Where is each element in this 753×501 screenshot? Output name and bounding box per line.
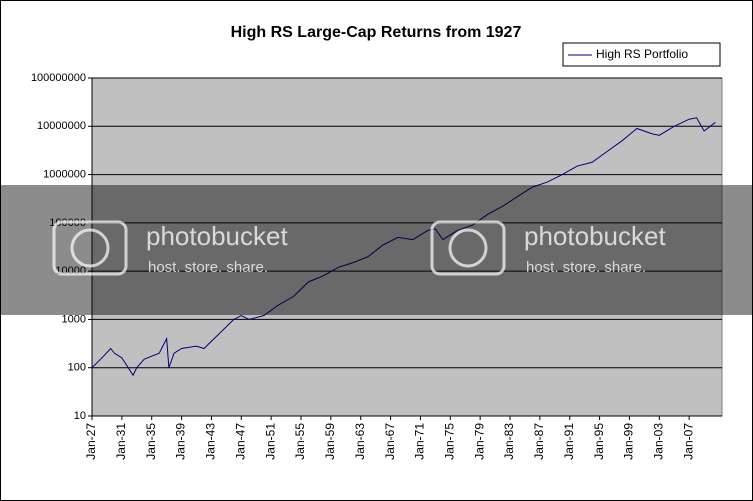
y-tick-label: 100000000 [31,72,86,84]
watermark-brand: photobucket [146,221,288,251]
series-line [91,117,716,377]
x-tick-label: Jan-95 [592,423,606,460]
x-tick-label: Jan-55 [293,423,307,460]
watermark-brand: photobucket [524,221,666,251]
legend-box [562,42,721,67]
x-tick-label: Jan-87 [532,423,546,460]
y-tick-label: 10000000 [37,120,86,132]
watermark-tagline: host. store. share. [148,259,268,276]
watermark-icon [448,228,488,268]
watermark: photobucket host. store. share. photobuc… [0,185,753,315]
x-tick-label: Jan-63 [353,423,367,460]
x-tick-label: Jan-27 [84,423,98,460]
y-tick-label: 1000000 [43,168,86,180]
x-tick-label: Jan-91 [562,423,576,460]
legend: High RS Portfolio [562,42,721,67]
legend-label: High RS Portfolio [596,47,688,61]
x-tick-label: Jan-83 [502,423,516,460]
watermark-icon [70,228,110,268]
x-tick-label: Jan-59 [323,423,337,460]
y-tick-label: 1000 [62,313,86,325]
x-tick-label: Jan-07 [681,423,695,460]
marks [91,117,716,377]
watermark-icon [430,220,506,276]
x-tick-label: Jan-35 [144,423,158,460]
watermark-tagline: host. store. share. [526,259,646,276]
x-tick-label: Jan-03 [651,423,665,460]
x-tick-label: Jan-99 [622,423,636,460]
x-tick-label: Jan-31 [114,423,128,460]
x-tick-label: Jan-75 [442,423,456,460]
y-tick-label: 10 [74,410,86,422]
x-tick-label: Jan-71 [413,423,427,460]
plot-area [91,77,723,417]
x-tick-label: Jan-79 [472,423,486,460]
chart-title: High RS Large-Cap Returns from 1927 [231,24,522,41]
x-tick-label: Jan-43 [204,423,218,460]
x-tick-label: Jan-47 [233,423,247,460]
x-tick-label: Jan-67 [383,423,397,460]
y-tick-label: 100 [68,362,86,374]
x-tick-label: Jan-51 [263,423,277,460]
watermark-icon [52,220,128,276]
x-tick-label: Jan-39 [174,423,188,460]
